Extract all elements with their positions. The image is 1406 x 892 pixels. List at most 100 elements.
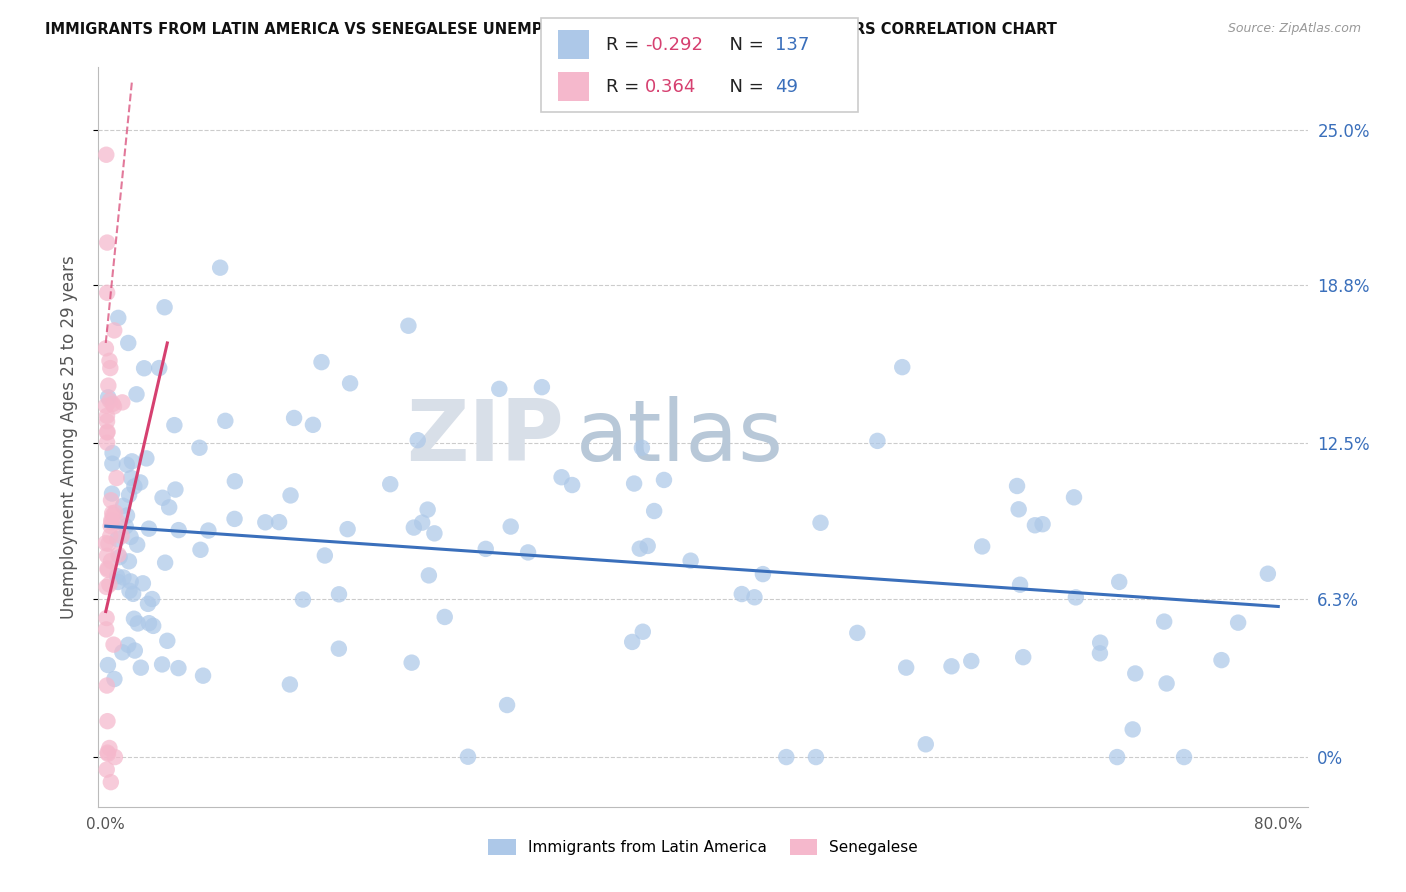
Text: ZIP: ZIP [406, 395, 564, 479]
Point [120, 471, 142, 485]
Point [112, 570, 135, 584]
Point [111, 645, 134, 659]
Point [96, 147, 118, 161]
Point [138, 616, 160, 631]
Point [96, 611, 118, 625]
Point [156, 633, 179, 648]
Point [96, 409, 118, 423]
Text: N =: N = [718, 36, 770, 54]
Point [1107, 750, 1129, 764]
Point [96, 679, 118, 693]
Point [117, 335, 139, 350]
Point [1064, 591, 1087, 605]
Point [122, 587, 145, 601]
Point [96, 235, 118, 250]
Point [402, 520, 425, 534]
Point [121, 454, 143, 468]
Point [652, 473, 675, 487]
Point [328, 587, 350, 601]
Point [197, 524, 219, 538]
Point [96, 763, 118, 777]
Point [104, 750, 127, 764]
Text: Source: ZipAtlas.com: Source: ZipAtlas.com [1227, 22, 1361, 36]
Point [280, 488, 302, 502]
Point [752, 567, 775, 582]
Point [336, 522, 359, 536]
Point [114, 519, 136, 533]
Point [631, 624, 654, 639]
Point [141, 592, 163, 607]
Point [127, 616, 149, 631]
Point [96, 561, 118, 575]
Point [96, 435, 118, 450]
Text: 137: 137 [775, 36, 808, 54]
Point [679, 554, 702, 568]
Point [107, 515, 129, 529]
Point [167, 523, 190, 537]
Point [188, 441, 211, 455]
Point [100, 519, 122, 533]
Point [1032, 517, 1054, 532]
Point [101, 506, 124, 520]
Point [101, 486, 124, 500]
Point [101, 397, 124, 411]
Point [138, 522, 160, 536]
Point [396, 318, 419, 333]
Point [283, 411, 305, 425]
Point [97, 537, 120, 551]
Point [960, 654, 983, 668]
Point [499, 519, 522, 533]
Point [1227, 615, 1250, 630]
Point [291, 592, 314, 607]
Point [411, 516, 433, 530]
Point [94, 399, 117, 413]
Point [474, 541, 496, 556]
Point [96, 623, 118, 637]
Point [96, 285, 118, 300]
Point [118, 554, 141, 568]
Point [108, 550, 131, 565]
Point [118, 583, 141, 598]
Point [103, 638, 125, 652]
Point [621, 635, 644, 649]
Point [1063, 491, 1085, 505]
Point [623, 476, 645, 491]
Point [98, 741, 121, 756]
Point [744, 591, 766, 605]
Point [98, 393, 121, 408]
Point [111, 499, 134, 513]
Point [103, 323, 125, 337]
Text: 49: 49 [775, 78, 797, 95]
Point [127, 538, 149, 552]
Point [561, 478, 583, 492]
Point [810, 516, 832, 530]
Point [117, 638, 139, 652]
Point [135, 451, 157, 466]
Point [94, 536, 117, 550]
Point [98, 361, 121, 376]
Text: R =: R = [606, 36, 645, 54]
Point [804, 750, 827, 764]
Point [96, 425, 118, 439]
Point [637, 539, 659, 553]
Point [914, 737, 936, 751]
Point [416, 502, 439, 516]
Point [132, 361, 155, 376]
Point [111, 395, 134, 409]
Point [101, 457, 124, 471]
Point [550, 470, 572, 484]
Point [418, 568, 440, 582]
Point [209, 260, 232, 275]
Legend: Immigrants from Latin America, Senegalese: Immigrants from Latin America, Senegales… [481, 831, 925, 863]
Point [530, 380, 553, 394]
Text: 0.364: 0.364 [645, 78, 697, 95]
Point [224, 475, 246, 489]
Point [150, 657, 173, 672]
Text: N =: N = [718, 78, 770, 95]
Point [191, 668, 214, 682]
Point [115, 458, 138, 472]
Point [1012, 650, 1035, 665]
Point [120, 530, 142, 544]
Point [153, 556, 176, 570]
Point [107, 548, 129, 562]
